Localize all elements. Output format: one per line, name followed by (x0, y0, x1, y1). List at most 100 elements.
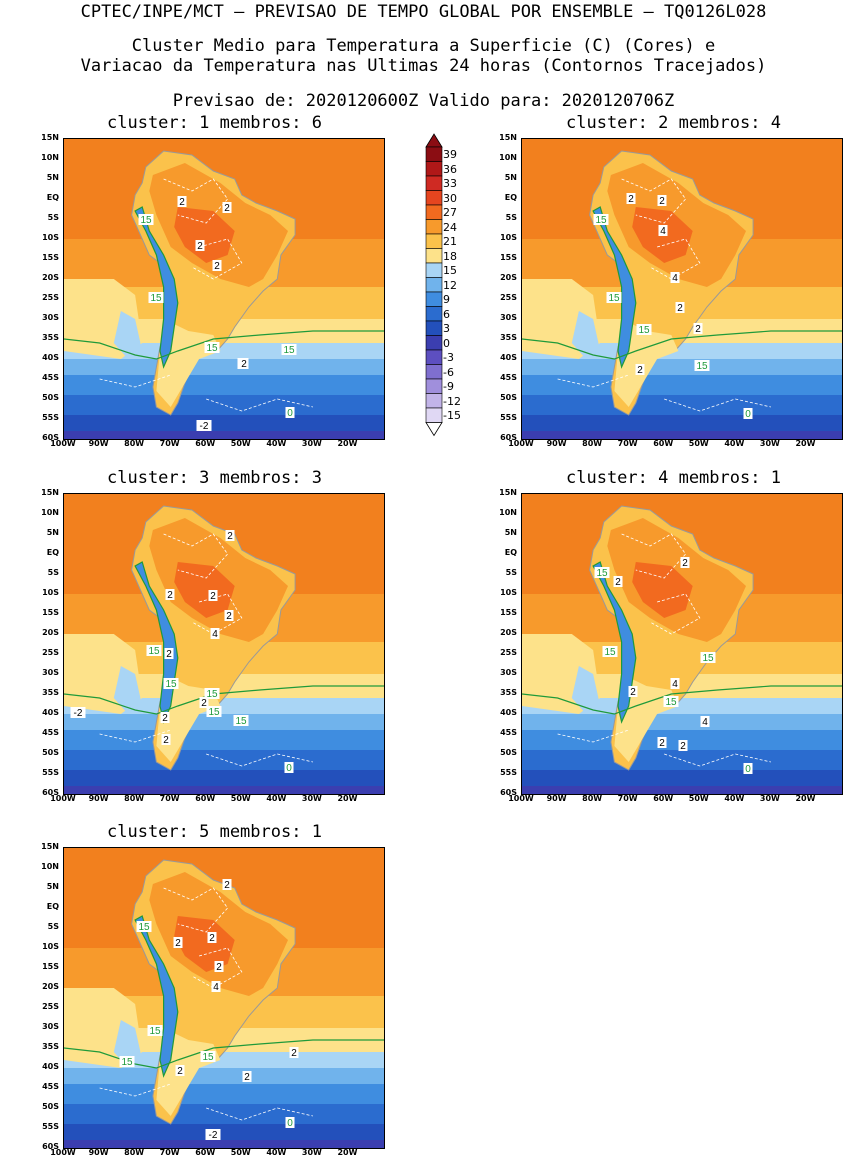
latitude-tick-label: 25S (500, 648, 517, 657)
latitude-tick-label: 55S (42, 413, 59, 422)
longitude-tick-label: 40W (724, 439, 745, 448)
contour-label: 2 (216, 962, 222, 973)
contour-label-box (207, 932, 217, 943)
contour-label: 2 (637, 365, 643, 376)
longitude-tick-label: 90W (88, 439, 109, 448)
longitude-tick-label: 50W (688, 794, 709, 803)
contour-label: 2 (630, 687, 636, 698)
latitude-tick-label: 5S (47, 213, 59, 222)
contour-label-box (593, 214, 609, 225)
latitude-tick-label: 15S (42, 253, 59, 262)
longitude-tick-label: 100W (50, 794, 76, 803)
contour-label-box (635, 364, 645, 375)
latitude-tick-label: 20S (500, 628, 517, 637)
contour-label: 2 (628, 194, 634, 205)
longitude-tick-label: 40W (724, 794, 745, 803)
contour-label: 2 (659, 738, 665, 749)
contour-label: 0 (286, 763, 292, 774)
contour-label-box (196, 420, 212, 431)
longitude-tick-label: 60W (653, 794, 674, 803)
contour-label-box (680, 557, 690, 568)
contour-label-box (678, 740, 688, 751)
latitude-tick-label: 40S (500, 353, 517, 362)
latitude-tick-label: 15S (500, 253, 517, 262)
colorbar-segment (425, 277, 443, 293)
longitude-tick-label: 80W (124, 439, 145, 448)
colorbar-tick-label: 33 (443, 177, 457, 190)
latitude-tick-label: 45S (500, 373, 517, 382)
contour-label-box (743, 763, 753, 774)
contour-label: -2 (200, 421, 209, 432)
latitude-tick-label: 40S (42, 1062, 59, 1071)
contour-label: 2 (224, 880, 230, 891)
latitude-tick-label: 50S (500, 393, 517, 402)
colorbar-segment (425, 233, 443, 249)
contour-label-box (146, 645, 162, 656)
latitude-tick-label: 5N (504, 528, 517, 537)
contour-label-box (693, 323, 703, 334)
contour-label: 15 (696, 361, 708, 372)
contour-label: 2 (241, 359, 247, 370)
latitude-tick-label: 20S (42, 982, 59, 991)
longitude-tick-label: 40W (266, 1148, 287, 1157)
latitude-tick-label: 50S (500, 748, 517, 757)
longitude-tick-label: 70W (159, 1148, 180, 1157)
contour-label: 15 (702, 653, 714, 664)
colorbar-segment (425, 262, 443, 278)
latitude-tick-label: 60S (42, 1142, 59, 1151)
panel-title: cluster: 5 membros: 1 (107, 822, 322, 842)
contour-label-box (177, 196, 187, 207)
contour-label-box (675, 302, 685, 313)
contour-label-box (628, 686, 638, 697)
contour-label-box (700, 652, 716, 663)
contour-label: -2 (74, 708, 83, 719)
contour-label: 15 (665, 697, 677, 708)
panel-title: cluster: 3 membros: 3 (107, 468, 322, 488)
latitude-tick-label: 35S (500, 688, 517, 697)
contour-label: 2 (224, 203, 230, 214)
latitude-tick-label: 40S (42, 708, 59, 717)
contour-label-box (285, 1117, 295, 1128)
colorbar-segment (425, 146, 443, 162)
latitude-tick-label: 10N (499, 508, 517, 517)
longitude-tick-label: 30W (301, 794, 322, 803)
panel-title: cluster: 4 membros: 1 (566, 468, 781, 488)
contour-label: 15 (638, 325, 650, 336)
longitude-tick-label: 100W (508, 439, 534, 448)
colorbar-segment (425, 190, 443, 206)
contour-label-box (161, 734, 171, 745)
longitude-tick-label: 90W (546, 794, 567, 803)
contour-label-box (233, 715, 249, 726)
longitude-tick-label: 20W (337, 1148, 358, 1157)
latitude-tick-label: 25S (42, 293, 59, 302)
contour-label-box (204, 342, 220, 353)
contour-label: 4 (213, 982, 219, 993)
colorbar-segment (425, 320, 443, 336)
longitude-tick-label: 20W (795, 794, 816, 803)
latitude-tick-label: 5S (47, 568, 59, 577)
latitude-tick-label: 35S (500, 333, 517, 342)
contour-label: 15 (235, 716, 247, 727)
latitude-tick-label: 15N (499, 133, 517, 142)
contour-label: 2 (163, 735, 169, 746)
latitude-tick-label: 25S (42, 648, 59, 657)
contour-label-box (657, 195, 667, 206)
longitude-tick-label: 20W (795, 439, 816, 448)
colorbar-tick-label: -15 (443, 409, 461, 422)
latitude-tick-label: 10S (500, 588, 517, 597)
contour-label: 4 (672, 679, 678, 690)
colorbar-segment (425, 349, 443, 365)
contour-label-box (147, 1025, 163, 1036)
contour-label: 4 (660, 226, 666, 237)
latitude-tick-label: EQ (504, 193, 517, 202)
latitude-tick-label: EQ (504, 548, 517, 557)
colorbar-segment (425, 335, 443, 351)
contour-label-box (626, 193, 636, 204)
longitude-tick-label: 50W (230, 1148, 251, 1157)
contour-label-box (700, 716, 710, 727)
latitude-tick-label: 10S (42, 233, 59, 242)
contour-label-box (70, 707, 86, 718)
contour-label-box (613, 576, 623, 587)
contour-label-box (195, 240, 205, 251)
contour-label: 0 (745, 764, 751, 775)
